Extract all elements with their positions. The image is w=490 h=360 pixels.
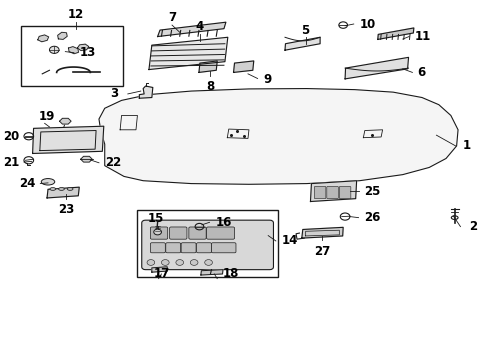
Circle shape: [49, 46, 59, 53]
FancyBboxPatch shape: [150, 227, 168, 239]
Text: 20: 20: [3, 130, 19, 144]
Text: 19: 19: [38, 110, 55, 123]
Polygon shape: [58, 32, 67, 39]
Circle shape: [147, 260, 155, 265]
Polygon shape: [345, 57, 409, 79]
Text: 1: 1: [463, 139, 471, 152]
Text: 12: 12: [68, 9, 84, 22]
Ellipse shape: [41, 179, 55, 185]
Text: 23: 23: [58, 203, 74, 216]
Polygon shape: [149, 37, 228, 69]
Text: 13: 13: [80, 46, 96, 59]
Ellipse shape: [50, 188, 56, 190]
Text: 6: 6: [417, 66, 425, 79]
FancyBboxPatch shape: [189, 227, 206, 239]
FancyBboxPatch shape: [196, 243, 212, 253]
Polygon shape: [60, 118, 71, 124]
Text: 11: 11: [415, 30, 431, 43]
Text: 16: 16: [215, 216, 232, 229]
Text: 27: 27: [314, 244, 330, 257]
FancyBboxPatch shape: [314, 186, 326, 199]
Text: 21: 21: [3, 156, 19, 168]
Polygon shape: [199, 61, 217, 72]
FancyBboxPatch shape: [181, 243, 196, 253]
Polygon shape: [139, 86, 153, 98]
Polygon shape: [201, 270, 223, 275]
Polygon shape: [47, 187, 79, 198]
Polygon shape: [234, 61, 254, 72]
Circle shape: [162, 260, 169, 265]
Circle shape: [205, 260, 212, 265]
Polygon shape: [77, 44, 89, 50]
FancyBboxPatch shape: [142, 220, 273, 270]
Polygon shape: [152, 267, 167, 272]
Text: 24: 24: [19, 177, 35, 190]
Text: 9: 9: [263, 73, 271, 86]
FancyBboxPatch shape: [327, 186, 339, 199]
FancyBboxPatch shape: [339, 186, 351, 199]
Ellipse shape: [67, 188, 73, 190]
Polygon shape: [158, 22, 226, 37]
Circle shape: [154, 229, 162, 235]
FancyBboxPatch shape: [170, 227, 187, 239]
Bar: [21, 26, 122, 86]
Polygon shape: [285, 37, 320, 50]
Polygon shape: [378, 28, 414, 40]
Text: 22: 22: [105, 156, 121, 169]
FancyBboxPatch shape: [166, 243, 181, 253]
Polygon shape: [33, 126, 104, 153]
Polygon shape: [81, 156, 92, 162]
Polygon shape: [311, 181, 357, 202]
Ellipse shape: [59, 188, 64, 190]
Text: 18: 18: [222, 267, 239, 280]
Polygon shape: [99, 89, 458, 184]
Polygon shape: [302, 227, 343, 238]
Text: 10: 10: [360, 18, 376, 31]
Text: 8: 8: [206, 80, 215, 93]
FancyBboxPatch shape: [150, 243, 165, 253]
Text: 7: 7: [168, 11, 176, 24]
Circle shape: [176, 260, 184, 265]
Text: 3: 3: [110, 87, 118, 100]
Text: 2: 2: [469, 220, 477, 233]
Bar: [137, 211, 278, 277]
Text: 4: 4: [196, 20, 204, 33]
Circle shape: [190, 260, 198, 265]
FancyBboxPatch shape: [207, 227, 235, 239]
FancyBboxPatch shape: [212, 243, 236, 253]
Text: 25: 25: [365, 185, 381, 198]
Text: 17: 17: [154, 267, 170, 280]
Text: 26: 26: [365, 211, 381, 224]
Text: 15: 15: [148, 212, 164, 225]
Polygon shape: [69, 47, 78, 54]
Text: 14: 14: [282, 234, 298, 247]
Text: 5: 5: [301, 23, 310, 37]
Polygon shape: [38, 35, 49, 42]
